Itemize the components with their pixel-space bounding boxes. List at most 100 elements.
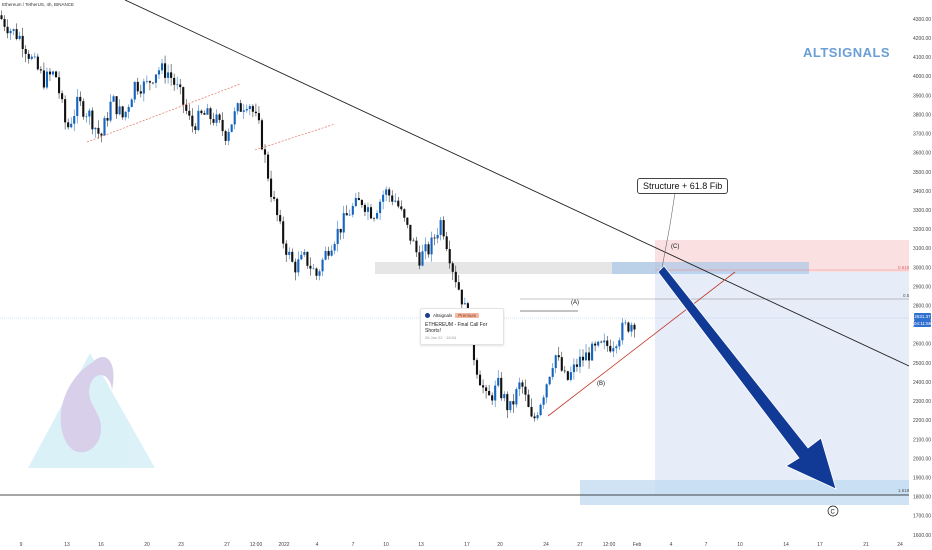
- candle-bearish: [148, 81, 151, 83]
- candle-bullish: [70, 123, 73, 128]
- y-tick-label: 3100.00: [913, 246, 931, 252]
- candle-bullish: [503, 394, 506, 399]
- candle-bullish: [109, 101, 112, 121]
- y-tick-label: 4300.00: [913, 17, 931, 23]
- resistance-band-left: [375, 262, 660, 274]
- candle-bearish: [82, 101, 85, 117]
- candle-bullish: [439, 220, 442, 235]
- candle-bullish: [73, 116, 76, 124]
- candle-bullish: [45, 71, 49, 88]
- countdown-tag: 04:11:58: [914, 320, 932, 327]
- candle-bullish: [421, 251, 424, 266]
- candle-bearish: [485, 387, 488, 391]
- candle-bearish: [500, 377, 503, 399]
- candle-bearish: [115, 96, 118, 115]
- candle-bearish: [397, 200, 400, 207]
- candle-bullish: [382, 194, 385, 202]
- candle-bearish: [533, 416, 536, 419]
- candle-bearish: [212, 119, 215, 123]
- candle-bearish: [170, 72, 173, 78]
- candle-bullish: [612, 348, 615, 352]
- fib-618-label: 0.618: [898, 265, 910, 270]
- idea-title[interactable]: ETHEREUM - Final Call For Shorts!: [425, 322, 488, 334]
- y-axis: 1600.00 1700.00 1800.00 1900.00 2000.00 2100.…: [913, 17, 931, 539]
- candle-bearish: [239, 103, 242, 112]
- idea-card[interactable]: Altsignals Premium ETHEREUM - Final Call…: [420, 308, 504, 345]
- candle-bullish: [569, 372, 572, 380]
- candle-bullish: [288, 251, 291, 255]
- candle-bullish: [133, 81, 136, 100]
- candle-bearish: [182, 87, 185, 105]
- candle-bearish: [209, 108, 212, 120]
- candle-bearish: [97, 127, 100, 134]
- support-line-1: [86, 83, 241, 143]
- candle-bearish: [251, 106, 254, 112]
- candle-bullish: [330, 250, 333, 256]
- candle-bullish: [436, 234, 439, 239]
- x-tick-label: 2022: [278, 542, 289, 548]
- idea-date: 26 Jan 22 · 16:04: [425, 335, 457, 340]
- candle-bullish: [242, 110, 245, 112]
- wave-label-a: (A): [571, 300, 579, 306]
- candle-bearish: [39, 69, 42, 71]
- candle-bearish: [442, 220, 445, 237]
- candle-bearish: [521, 382, 524, 387]
- candle-bullish: [18, 35, 21, 39]
- candle-bullish: [536, 415, 539, 419]
- candle-bearish: [276, 198, 279, 216]
- candle-bearish: [491, 395, 494, 401]
- candle-bullish: [548, 376, 551, 385]
- candle-bullish: [497, 377, 500, 386]
- candle-bullish: [236, 103, 239, 112]
- candle-bearish: [606, 340, 609, 346]
- candle-bearish: [409, 224, 412, 241]
- y-tick-label: 4200.00: [913, 36, 931, 42]
- candle-bearish: [191, 115, 194, 127]
- candle-bullish: [615, 346, 618, 349]
- candle-bearish: [260, 120, 264, 150]
- x-tick-label: 4: [316, 542, 319, 548]
- candle-bearish: [339, 228, 342, 233]
- candle-bearish: [427, 244, 430, 255]
- candle-bearish: [48, 71, 52, 75]
- descending-trendline: [124, 0, 910, 367]
- brand-label: ALTSIGNALS: [803, 45, 891, 60]
- candle-bearish: [15, 29, 18, 39]
- candle-bearish: [54, 71, 58, 78]
- x-tick-label: 20: [497, 542, 503, 548]
- candle-bearish: [273, 196, 276, 199]
- candle-bullish: [112, 96, 115, 102]
- y-tick-label: 3000.00: [913, 265, 931, 271]
- candle-bearish: [627, 322, 630, 332]
- current-price-tag: 2631.37: [914, 313, 931, 320]
- candle-bullish: [630, 324, 633, 332]
- candle-bullish: [385, 189, 388, 195]
- x-tick-label: 20: [144, 542, 150, 548]
- candle-bullish: [494, 385, 497, 401]
- candlestick-series: [0, 10, 636, 422]
- x-tick-label: 23: [178, 542, 184, 548]
- x-tick-label: 7: [352, 542, 355, 548]
- wave-label-b: (B): [597, 381, 605, 387]
- candle-bullish: [424, 244, 427, 252]
- candle-bearish: [412, 240, 415, 242]
- candle-bullish: [248, 106, 251, 109]
- y-tick-label: 3800.00: [913, 112, 931, 118]
- candle-bearish: [478, 374, 482, 386]
- candle-bullish: [160, 63, 164, 71]
- candle-bearish: [24, 49, 27, 54]
- wave-label-c-target: C: [831, 510, 836, 516]
- y-tick-label: 3900.00: [913, 93, 931, 99]
- candle-bearish: [139, 91, 142, 94]
- x-tick-label: 21: [863, 542, 869, 548]
- y-tick-label: 2100.00: [913, 437, 931, 443]
- candle-bearish: [79, 96, 82, 102]
- candle-bearish: [136, 81, 139, 92]
- candle-bullish: [145, 81, 148, 82]
- candle-bearish: [306, 251, 309, 266]
- candle-bearish: [388, 189, 391, 196]
- candle-bearish: [372, 218, 376, 219]
- candle-bullish: [379, 201, 382, 214]
- candle-bullish: [603, 340, 606, 343]
